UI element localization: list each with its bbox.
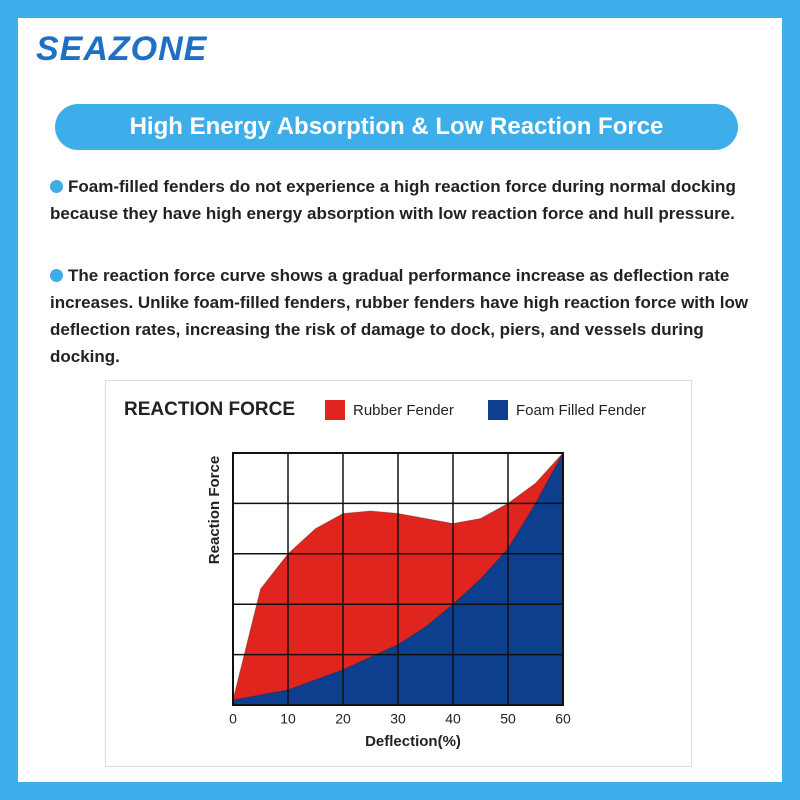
legend-label: Rubber Fender xyxy=(353,402,454,419)
banner: High Energy Absorption & Low Reaction Fo… xyxy=(55,104,738,150)
legend-label: Foam Filled Fender xyxy=(516,402,646,419)
paragraph: The reaction force curve shows a gradual… xyxy=(50,262,765,370)
paragraph-text: The reaction force curve shows a gradual… xyxy=(50,266,749,366)
legend-swatch xyxy=(325,400,345,420)
plot-frame xyxy=(232,452,564,706)
logo: SEAZONE xyxy=(36,30,208,68)
paragraph: Foam-filled fenders do not experience a … xyxy=(50,173,765,227)
chart-title: REACTION FORCE xyxy=(124,399,295,420)
x-axis-label: Deflection(%) xyxy=(365,733,461,750)
x-tick-label: 20 xyxy=(335,711,351,727)
x-tick-label: 30 xyxy=(390,711,406,727)
x-tick-label: 0 xyxy=(229,711,237,727)
y-axis-label: Reaction Force xyxy=(206,456,223,564)
legend-swatch xyxy=(488,400,508,420)
x-tick-label: 40 xyxy=(445,711,461,727)
x-tick-label: 10 xyxy=(280,711,296,727)
x-tick-label: 50 xyxy=(500,711,516,727)
area xyxy=(232,452,564,706)
x-tick-label: 60 xyxy=(555,711,571,727)
paragraph-text: Foam-filled fenders do not experience a … xyxy=(50,177,736,223)
